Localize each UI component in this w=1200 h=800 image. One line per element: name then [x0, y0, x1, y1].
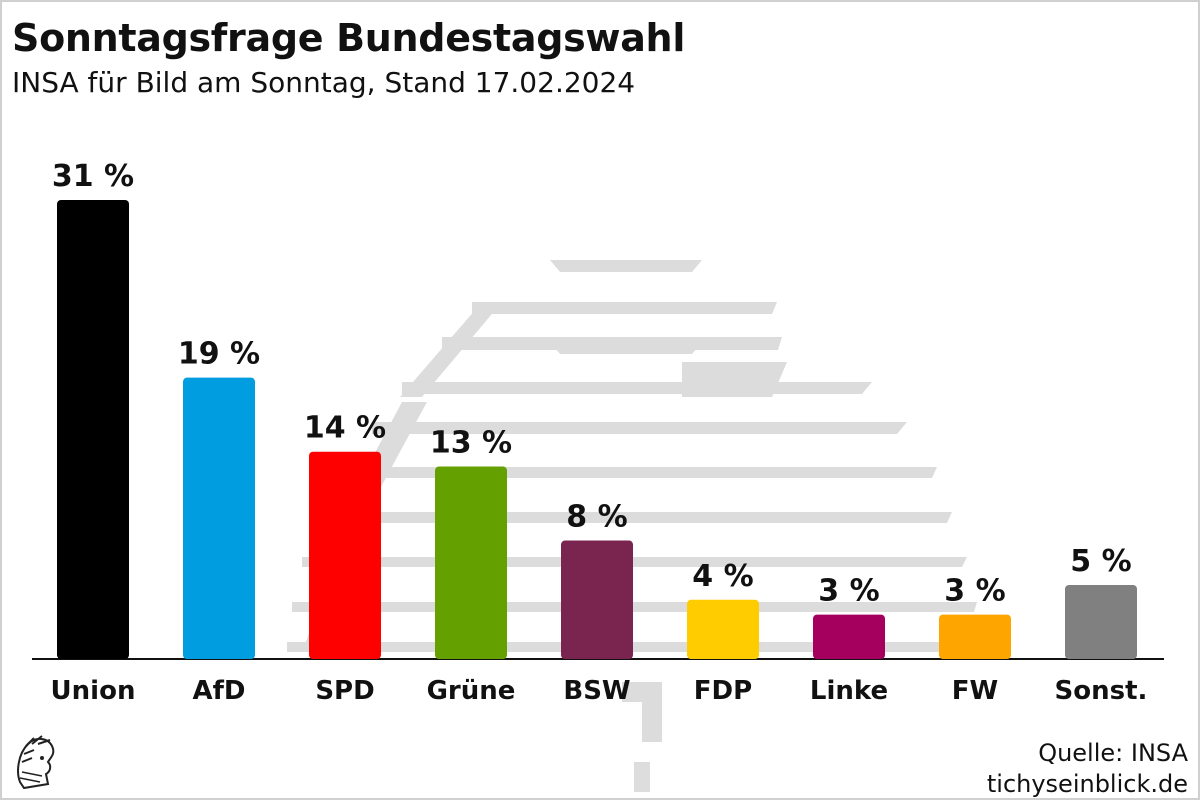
- source-site: tichyseinblick.de: [986, 770, 1188, 798]
- bar-value-label: 5 %: [1070, 544, 1131, 579]
- bar-afd: [183, 377, 255, 659]
- source-label: Quelle: INSA: [1038, 739, 1188, 767]
- bar-union: [57, 200, 129, 659]
- bar-grüne: [435, 466, 507, 659]
- bar-value-label: 13 %: [430, 426, 512, 461]
- source-note: Quelle: INSA tichyseinblick.de: [986, 738, 1188, 798]
- bar-fw: [939, 614, 1011, 659]
- category-label: FW: [952, 676, 998, 706]
- category-label: BSW: [563, 676, 630, 706]
- bar-value-label: 19 %: [178, 337, 260, 372]
- category-label: Sonst.: [1055, 676, 1148, 706]
- category-label: AfD: [192, 676, 245, 706]
- bar-bsw: [561, 540, 633, 659]
- bar-fdp: [687, 599, 759, 659]
- category-label: SPD: [315, 676, 374, 706]
- bar-value-label: 3 %: [818, 574, 879, 609]
- category-label: Union: [51, 676, 136, 706]
- bar-value-label: 8 %: [566, 500, 627, 535]
- bar-value-label: 14 %: [304, 411, 386, 446]
- bar-value-label: 4 %: [692, 559, 753, 594]
- chart-subtitle: INSA für Bild am Sonntag, Stand 17.02.20…: [12, 66, 636, 99]
- category-label: FDP: [694, 676, 752, 706]
- category-label: Linke: [810, 676, 888, 706]
- bar-value-label: 31 %: [52, 159, 134, 194]
- bar-value-label: 3 %: [944, 574, 1005, 609]
- chart-title: Sonntagsfrage Bundestagswahl: [12, 16, 686, 60]
- category-label: Grüne: [427, 676, 516, 706]
- bar-linke: [813, 614, 885, 659]
- bar-spd: [309, 451, 381, 659]
- logo-icon: [17, 735, 55, 790]
- bar-sonst: [1065, 584, 1137, 659]
